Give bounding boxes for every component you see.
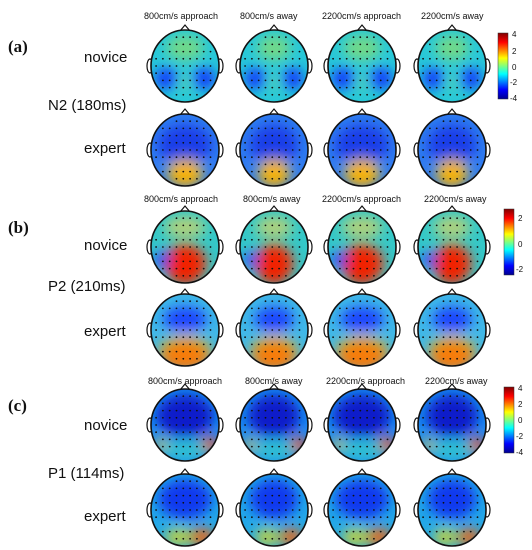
scalp-topography-map	[323, 288, 401, 367]
panel-c-component-label: P1 (114ms)	[48, 465, 125, 482]
scalp-topography-map	[235, 205, 313, 284]
panel-a-colorbar-tick: -2	[510, 78, 518, 87]
scalp-topography-map	[413, 468, 491, 547]
head-outline	[327, 473, 397, 547]
panel-c-colorbar-tick: 4	[518, 384, 523, 393]
panel-c-colorbar-tick: -2	[516, 432, 524, 441]
head-outline	[150, 388, 220, 462]
panel-c-colorbar-tick: 2	[518, 400, 523, 409]
panel-a-colorbar-tick: 0	[512, 63, 517, 72]
scalp-topography-map	[235, 24, 313, 103]
panel-b-row-novice-label: novice	[84, 237, 128, 254]
head-outline	[327, 113, 397, 187]
scalp-topography-map	[323, 383, 401, 462]
scalp-topography-map	[235, 108, 313, 187]
panel-b-colorbar-tick: 0	[518, 240, 523, 249]
panel-b-row-expert-label: expert	[84, 323, 126, 340]
scalp-topography-map	[235, 288, 313, 367]
head-outline	[239, 113, 309, 187]
panel-c-colorbar-tick: 0	[518, 416, 523, 425]
head-outline	[327, 293, 397, 367]
panel-c-row-novice-label: novice	[84, 417, 128, 434]
scalp-topography-map	[235, 468, 313, 547]
head-outline	[327, 29, 397, 103]
scalp-topography-map	[413, 108, 491, 187]
panel-c-col-2: 800cm/s away	[245, 376, 303, 386]
scalp-topography-map	[323, 108, 401, 187]
panel-a-col-1: 800cm/s approach	[144, 11, 219, 21]
panel-b-col-3: 2200cm/s approach	[322, 194, 402, 204]
head-outline	[417, 293, 487, 367]
panel-a-colorbar-tick: -4	[510, 94, 518, 103]
head-outline	[239, 388, 309, 462]
scalp-topography-map	[323, 24, 401, 103]
scalp-topography-map	[146, 24, 224, 103]
head-outline	[327, 388, 397, 462]
scalp-topography-map	[235, 383, 313, 462]
scalp-topography-map	[323, 205, 401, 284]
head-outline	[417, 473, 487, 547]
panel-c-row-expert-label: expert	[84, 508, 126, 525]
panel-b-colorbar	[503, 208, 515, 276]
panel-c-colorbar	[503, 386, 515, 454]
panel-b-colorbar-tick: -2	[516, 265, 524, 274]
head-outline	[417, 29, 487, 103]
panel-b-colorbar-tick: 2	[518, 214, 523, 223]
panel-b-col-2: 800cm/s away	[243, 194, 301, 204]
scalp-topography-map	[146, 468, 224, 547]
panel-a-colorbar-tick: 4	[512, 30, 517, 39]
scalp-topography-map	[146, 108, 224, 187]
panel-a-col-2: 800cm/s away	[240, 11, 298, 21]
panel-a-colorbar-tick: 2	[512, 47, 517, 56]
panel-b-component-label: P2 (210ms)	[48, 278, 126, 295]
head-outline	[239, 29, 309, 103]
scalp-topography-map	[323, 468, 401, 547]
panel-c-col-3: 2200cm/s approach	[326, 376, 406, 386]
panel-a-col-3: 2200cm/s approach	[322, 11, 402, 21]
head-outline	[150, 293, 220, 367]
panel-a-label: (a)	[8, 37, 28, 56]
head-outline	[417, 210, 487, 284]
scalp-topography-map	[146, 383, 224, 462]
head-outline	[239, 473, 309, 547]
panel-c-col-4: 2200cm/s away	[425, 376, 488, 386]
panel-a-col-4: 2200cm/s away	[421, 11, 484, 21]
panel-c-col-1: 800cm/s approach	[148, 376, 223, 386]
panel-c-colorbar-tick: -4	[516, 448, 524, 457]
panel-c-label: (c)	[8, 396, 27, 415]
head-outline	[150, 473, 220, 547]
head-outline	[417, 113, 487, 187]
panel-a-colorbar	[497, 32, 509, 100]
scalp-topography-map	[146, 288, 224, 367]
scalp-topography-map	[146, 205, 224, 284]
panel-b-col-1: 800cm/s approach	[144, 194, 219, 204]
panel-b-label: (b)	[8, 218, 29, 237]
head-outline	[239, 293, 309, 367]
scalp-topography-map	[413, 24, 491, 103]
scalp-topography-map	[413, 205, 491, 284]
head-outline	[327, 210, 397, 284]
head-outline	[239, 210, 309, 284]
panel-a-row-novice-label: novice	[84, 49, 128, 66]
panel-b-col-4: 2200cm/s away	[424, 194, 487, 204]
scalp-topography-map	[413, 383, 491, 462]
panel-a-row-expert-label: expert	[84, 140, 126, 157]
head-outline	[150, 113, 220, 187]
scalp-topography-map	[413, 288, 491, 367]
panel-a-component-label: N2 (180ms)	[48, 97, 127, 114]
head-outline	[150, 210, 220, 284]
head-outline	[150, 29, 220, 103]
head-outline	[417, 388, 487, 462]
